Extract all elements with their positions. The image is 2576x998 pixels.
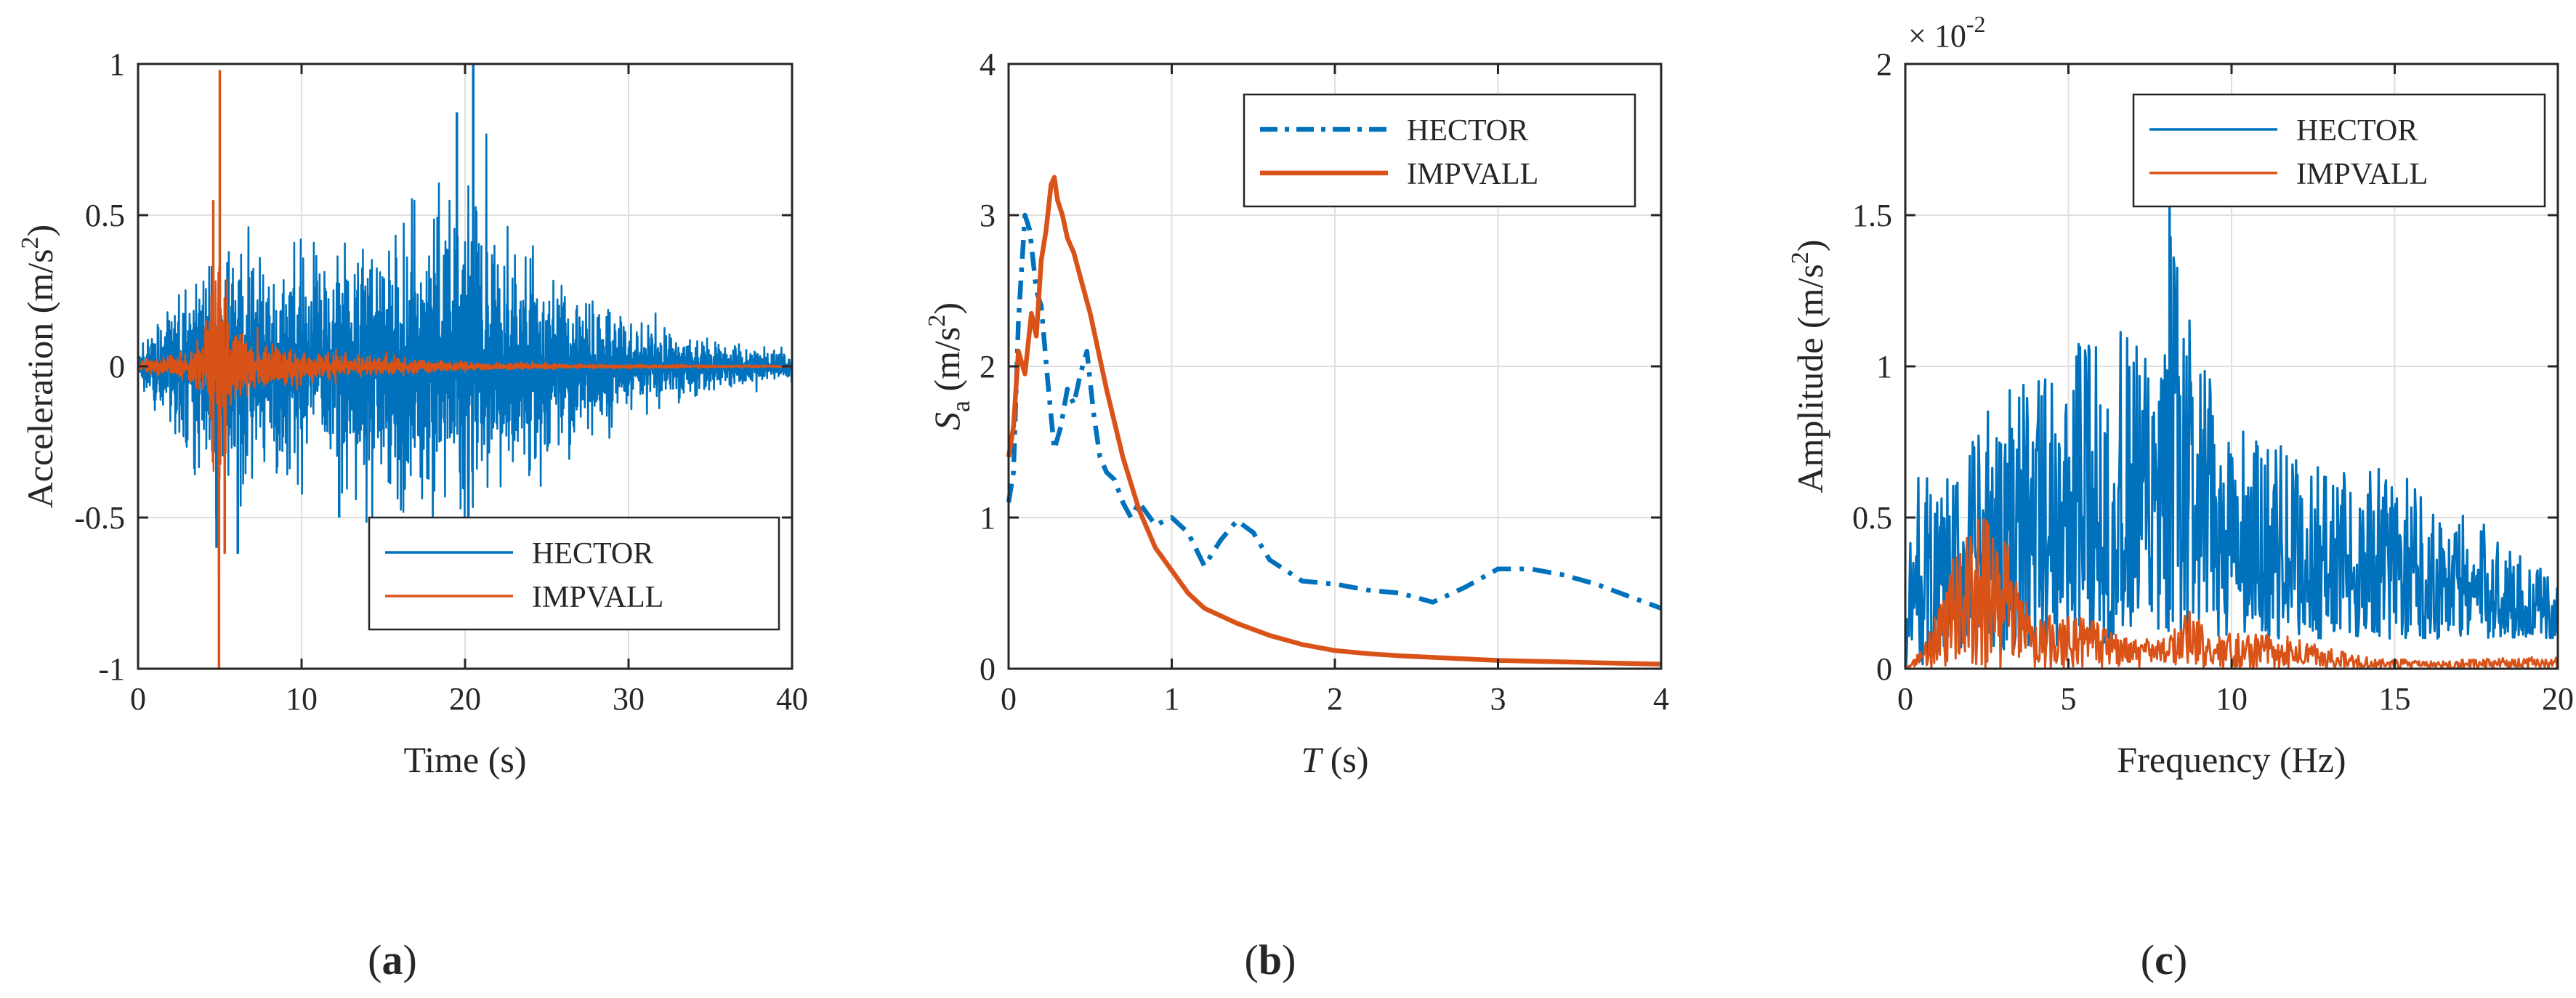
- axes-overlay-b: 0 1 2 3 4 0 1 2 3 4: [980, 47, 1669, 717]
- legend-label-impvall: IMPVALL: [532, 581, 663, 614]
- panel-caption-a: (a): [368, 936, 417, 983]
- x-tick-label: 10: [2216, 681, 2248, 717]
- x-tick-label: 5: [2061, 681, 2077, 717]
- legend-label-hector: HECTOR: [1407, 114, 1528, 148]
- y-tick-label: 0: [980, 651, 996, 687]
- y-axis-label: Sa (m/s2): [924, 302, 975, 430]
- x-tick-label: 15: [2379, 681, 2411, 717]
- y-tick-label: 3: [980, 198, 996, 233]
- x-tick-label: 30: [613, 681, 645, 717]
- x-tick-label: 20: [2542, 681, 2574, 717]
- legend-b: HECTOR IMPVALL: [1243, 93, 1636, 208]
- legend-c: HECTOR IMPVALL: [2132, 93, 2546, 208]
- x-axis-label: Time (s): [403, 739, 526, 780]
- x-axis-label: Frequency (Hz): [2117, 739, 2346, 780]
- y-tick-label: 0: [109, 349, 125, 385]
- x-tick-label: 0: [1897, 681, 1913, 717]
- legend-label-impvall: IMPVALL: [2296, 158, 2428, 191]
- axes-overlay-c: 0 5 10 15 20 0 0.5 1 1.5 2: [1852, 47, 2574, 717]
- x-tick-label: 20: [449, 681, 481, 717]
- y-axis-label: Acceleration (m/s2): [17, 225, 60, 508]
- legend-box: [2132, 93, 2546, 208]
- panel-caption-b: (b): [1245, 936, 1296, 983]
- x-tick-label: 10: [286, 681, 318, 717]
- legend-label-impvall: IMPVALL: [1407, 158, 1538, 191]
- legend-label-hector: HECTOR: [532, 537, 653, 571]
- x-tick-label: 2: [1327, 681, 1343, 717]
- x-tick-label: 0: [1001, 681, 1017, 717]
- y-tick-label: 4: [980, 47, 996, 82]
- y-axis-label: Amplitude (m/s2): [1787, 240, 1830, 494]
- x-tick-label: 40: [776, 681, 808, 717]
- series-line-impvall: [138, 250, 792, 577]
- y-tick-label: 0: [1876, 651, 1892, 687]
- x-tick-label: 0: [130, 681, 146, 717]
- x-tick-label: 4: [1653, 681, 1669, 717]
- y-tick-label: 0.5: [1852, 500, 1892, 536]
- x-tick-label: 3: [1490, 681, 1506, 717]
- series-line-impvall: [1006, 174, 1662, 667]
- y-tick-label: 1: [980, 500, 996, 536]
- axis-multiplier: × 10-2: [1908, 11, 1985, 54]
- y-tick-label: 1: [1876, 349, 1892, 385]
- y-tick-label: 2: [1876, 47, 1892, 82]
- series-line-impvall: [1905, 518, 2558, 669]
- panel-caption-c: (c): [2141, 936, 2187, 983]
- y-tick-label: -0.5: [74, 500, 125, 536]
- legend-box: [368, 516, 780, 631]
- y-tick-label: 0.5: [85, 198, 125, 233]
- y-tick-label: 1.5: [1852, 198, 1892, 233]
- legend-box: [1243, 93, 1636, 208]
- x-axis-label: T (s): [1301, 739, 1368, 780]
- y-tick-label: 2: [980, 349, 996, 385]
- legend-a: HECTOR IMPVALL: [368, 516, 780, 631]
- axes-overlay-a: 0 10 20 30 40 -1 -0.5 0 0.5 1: [74, 47, 808, 717]
- y-tick-label: -1: [98, 651, 125, 687]
- x-tick-label: 1: [1164, 681, 1180, 717]
- y-tick-label: 1: [109, 47, 125, 82]
- legend-label-hector: HECTOR: [2296, 114, 2418, 148]
